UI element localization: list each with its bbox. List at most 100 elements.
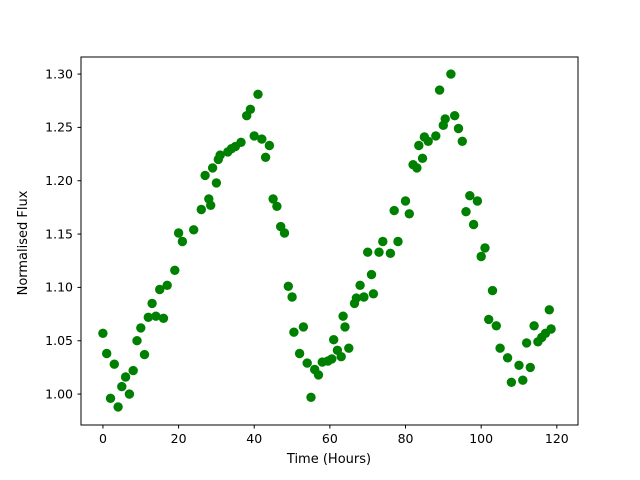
data-point	[257, 134, 267, 144]
data-point	[476, 251, 486, 262]
data-point	[189, 225, 199, 235]
data-point	[359, 292, 369, 302]
data-point	[338, 311, 348, 321]
data-point	[340, 322, 350, 332]
data-point	[487, 285, 498, 296]
data-point	[450, 111, 460, 121]
data-point	[495, 343, 505, 353]
data-point	[132, 336, 142, 346]
data-point	[253, 89, 263, 100]
data-point	[294, 348, 305, 359]
data-point	[151, 311, 161, 321]
data-point	[327, 354, 337, 364]
data-point	[177, 236, 188, 247]
data-point	[272, 201, 282, 211]
data-point	[363, 247, 373, 257]
data-point	[440, 114, 450, 124]
data-point	[434, 85, 445, 95]
data-point	[211, 178, 222, 188]
data-point	[457, 136, 467, 146]
data-point	[158, 313, 169, 323]
x-tick-label: 100	[469, 431, 493, 446]
x-tick-label: 0	[99, 431, 107, 446]
data-point	[207, 163, 218, 173]
y-tick-label: 1.10	[45, 280, 73, 295]
data-point	[139, 349, 150, 360]
data-point	[506, 377, 517, 387]
y-axis-label: Normalised Flux	[16, 190, 31, 295]
data-point	[546, 324, 556, 334]
data-point	[128, 365, 138, 376]
y-tick-label: 1.00	[45, 386, 73, 401]
data-point	[368, 289, 379, 299]
data-point	[279, 228, 290, 238]
data-point	[98, 328, 108, 338]
data-point	[480, 243, 490, 253]
data-point	[518, 375, 528, 385]
data-point	[120, 372, 131, 382]
data-point	[147, 298, 157, 309]
data-point	[117, 381, 127, 392]
data-point	[283, 281, 293, 291]
x-tick-label: 120	[545, 431, 569, 446]
data-point	[378, 236, 388, 247]
y-tick-label: 1.25	[45, 120, 73, 135]
data-point	[170, 265, 180, 275]
data-point	[423, 136, 433, 146]
data-point	[287, 292, 297, 302]
data-point	[472, 196, 483, 206]
data-point	[105, 393, 116, 403]
data-point	[113, 402, 123, 412]
data-point	[260, 152, 271, 162]
data-point	[102, 348, 112, 359]
data-point	[355, 280, 365, 290]
data-point	[298, 322, 309, 332]
data-point	[521, 338, 532, 348]
data-point	[313, 370, 324, 380]
data-point	[306, 392, 316, 402]
data-point	[136, 323, 146, 333]
data-point	[143, 312, 153, 322]
data-point	[400, 196, 411, 206]
data-point	[196, 204, 206, 215]
data-point	[544, 305, 554, 315]
data-point	[264, 140, 275, 151]
data-point	[289, 327, 299, 337]
data-point	[155, 284, 165, 295]
data-point	[206, 200, 216, 210]
data-point	[162, 280, 172, 290]
data-point	[417, 153, 428, 163]
data-point	[124, 389, 135, 399]
data-point	[404, 209, 414, 219]
data-point	[389, 205, 399, 216]
y-tick-label: 1.05	[45, 333, 73, 348]
data-point	[514, 360, 524, 370]
data-point	[446, 69, 456, 79]
y-tick-label: 1.20	[45, 173, 73, 188]
data-point	[484, 314, 494, 325]
data-point	[385, 248, 396, 258]
data-point	[453, 123, 464, 134]
data-point	[245, 104, 256, 115]
data-point	[336, 352, 346, 362]
data-point	[173, 228, 184, 238]
x-tick-label: 40	[246, 431, 262, 446]
plot-layer: 0 20 40 60 80 100 120 1.00 1.05 1.10 1.15 1.20 1.25 1…	[45, 56, 579, 446]
data-point	[431, 131, 441, 141]
data-point	[109, 359, 120, 369]
x-tick-label: 60	[322, 431, 338, 446]
data-point	[302, 358, 312, 368]
data-point	[529, 321, 539, 331]
y-tick-label: 1.30	[45, 66, 73, 81]
data-point	[525, 362, 535, 373]
data-point	[412, 163, 422, 173]
data-point	[249, 131, 259, 141]
data-point	[491, 321, 501, 331]
data-point	[329, 335, 339, 345]
data-point	[351, 293, 362, 303]
data-point	[468, 219, 479, 230]
data-point	[393, 236, 403, 247]
axes-frame	[80, 56, 579, 426]
